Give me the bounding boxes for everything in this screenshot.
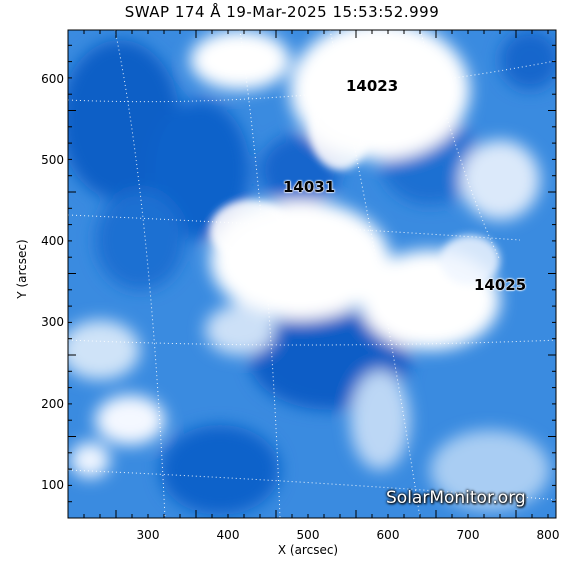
x-tick-label: 800	[536, 528, 560, 542]
active-region-label: 14023	[346, 77, 399, 96]
euv-image	[68, 30, 556, 518]
y-tick-label: 300	[41, 315, 64, 329]
axis-ticks	[67, 30, 556, 519]
x-tick-label: 500	[296, 528, 320, 542]
x-tick-label: 700	[456, 528, 480, 542]
active-region-label: 14031	[283, 178, 336, 197]
y-axis-label: Y (arcsec)	[15, 239, 29, 299]
y-tick-label: 200	[41, 397, 64, 411]
active-region-label: 14025	[474, 276, 527, 295]
y-tick-label: 500	[41, 153, 64, 167]
x-tick-label: 600	[376, 528, 400, 542]
y-tick-label: 600	[41, 72, 64, 86]
y-tick-label: 400	[41, 234, 64, 248]
x-tick-label: 400	[216, 528, 240, 542]
watermark: SolarMonitor.org	[386, 488, 526, 508]
plot-title: SWAP 174 Å 19-Mar-2025 15:53:52.999	[124, 3, 440, 21]
x-axis-label: X (arcsec)	[277, 543, 339, 557]
y-tick-label: 100	[41, 478, 64, 492]
x-tick-label: 300	[136, 528, 160, 542]
